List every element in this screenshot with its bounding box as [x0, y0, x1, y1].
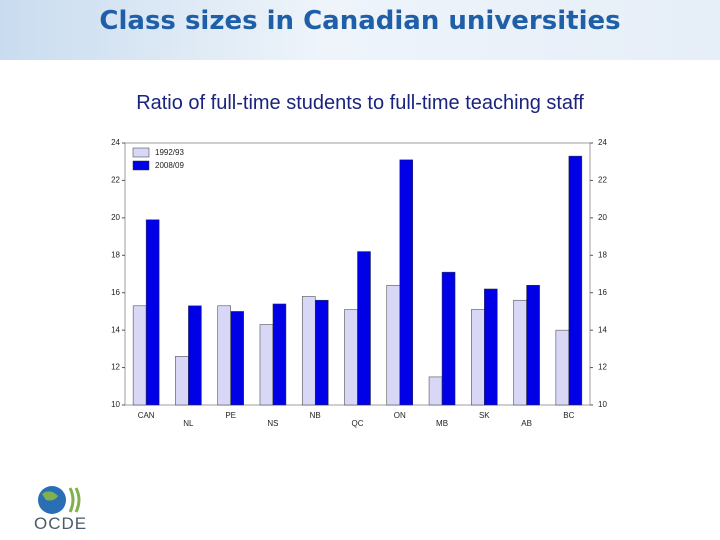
bar [217, 305, 231, 406]
bar [314, 299, 329, 406]
x-tick-label: CAN [138, 411, 155, 420]
x-tick-label: NS [267, 419, 278, 428]
bar [188, 305, 202, 406]
bar [272, 303, 287, 406]
bar [441, 271, 456, 406]
bar [399, 159, 414, 406]
bar [259, 324, 274, 406]
legend-label: 1992/93 [155, 148, 184, 157]
legend-swatch [132, 160, 150, 171]
legend-label: 2008/09 [155, 161, 184, 170]
bar [471, 309, 485, 406]
x-tick-label: SK [479, 411, 490, 420]
y-tick-label: 24 [111, 138, 120, 147]
x-tick-label: ON [394, 411, 406, 420]
y-tick-label: 20 [111, 213, 120, 222]
x-tick-label: NL [183, 419, 194, 428]
bar [230, 311, 244, 406]
logo-globe [38, 486, 81, 514]
bar [484, 288, 498, 406]
bar [344, 309, 358, 406]
x-tick-label: PE [225, 411, 236, 420]
bar [175, 356, 189, 406]
x-tick-label: NB [310, 411, 321, 420]
bar [301, 296, 316, 406]
bar [513, 299, 527, 406]
y2-tick-label: 18 [598, 250, 607, 259]
y-tick-label: 16 [111, 288, 120, 297]
y2-tick-label: 22 [598, 176, 607, 185]
slide-title: Class sizes in Canadian universities [99, 6, 621, 36]
bar [132, 305, 147, 406]
chart-subtitle: Ratio of full-time students to full-time… [136, 92, 584, 114]
y-tick-label: 14 [111, 325, 120, 334]
y-tick-label: 12 [111, 363, 120, 372]
y-tick-label: 22 [111, 176, 120, 185]
y2-tick-label: 14 [598, 325, 607, 334]
legend-swatch [132, 147, 150, 158]
bar [386, 284, 401, 406]
x-tick-label: QC [352, 419, 364, 428]
x-tick-label: MB [436, 419, 448, 428]
bar [357, 251, 371, 406]
y2-tick-label: 10 [598, 400, 607, 409]
y2-tick-label: 24 [598, 138, 607, 147]
y-tick-label: 18 [111, 250, 120, 259]
header-band [0, 0, 720, 60]
bar [568, 155, 583, 406]
bar [526, 284, 540, 406]
logo-text: OCDE [34, 514, 88, 533]
y2-tick-label: 12 [598, 363, 607, 372]
y2-tick-label: 16 [598, 288, 607, 297]
bar [145, 219, 160, 406]
bar [555, 329, 570, 406]
x-tick-label: AB [521, 419, 532, 428]
bar [428, 376, 443, 406]
x-tick-label: BC [563, 411, 574, 420]
y-tick-label: 10 [111, 400, 120, 409]
y2-tick-label: 20 [598, 213, 607, 222]
